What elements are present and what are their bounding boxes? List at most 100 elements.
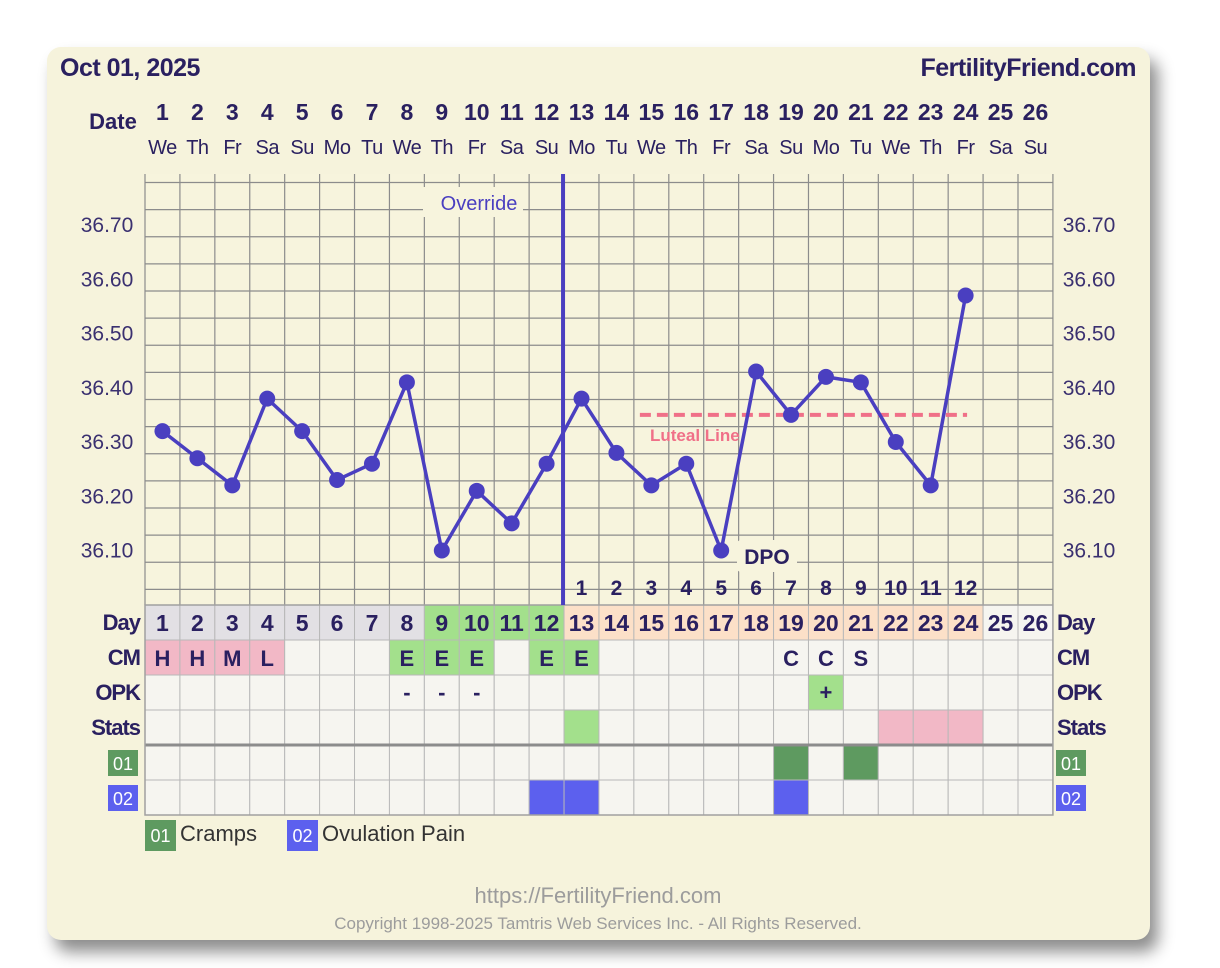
stats-cell [912,709,949,746]
weekday-label: Fr [957,137,976,159]
stats-row-label-right: Stats [1057,715,1107,740]
temperature-point [608,444,625,461]
date-number: 21 [848,99,874,125]
cm-cell [458,639,495,676]
cm-value: M [223,646,241,671]
dpo-label-bg [737,540,797,572]
footer-url: https://FertilityFriend.com [475,883,722,908]
chart-grid [144,174,1054,605]
temperature-point [922,477,939,494]
chart-card: Oct 01, 2025 FertilityFriend.com Date 1 2 3… [47,47,1150,940]
temperature-point [887,434,904,450]
cm-cell [877,639,914,676]
symptom-cell [1017,779,1054,816]
day-number: 23 [918,610,944,636]
dpo-number: 12 [954,577,977,600]
symptom-cell [214,744,251,781]
y-tick-label-right: 36.40 [1063,377,1116,400]
day-number: 6 [331,610,344,636]
cm-cell [842,639,879,676]
symptom-cell [563,744,600,781]
y-tick-label-right: 36.20 [1063,485,1116,508]
symptom-cell [423,779,460,816]
temperature-point [678,455,695,472]
y-tick-label-left: 36.60 [81,268,134,291]
symptom-cell [703,744,740,781]
opk-cell [493,674,530,711]
symptom-cell [633,779,670,816]
symptom-badge-left [108,750,138,776]
cm-cell [249,639,286,676]
stats-cell [354,709,390,746]
temperature-point [748,363,765,380]
day-number: 16 [673,610,699,636]
weekday-label: Fr [712,137,731,159]
symptom-cell [842,779,879,816]
opk-cell [319,674,356,711]
y-tick-label-right: 36.10 [1063,540,1116,563]
weekday-label: Mo [813,137,840,159]
day-number: 24 [953,610,979,636]
cm-cell [354,639,390,676]
symptom-cell [877,744,914,781]
stats-cell [598,709,635,746]
y-tick-label-left: 36.70 [81,214,134,237]
symptom-code: 02 [113,789,133,809]
stats-cell [528,709,565,746]
dpo-number: 3 [645,577,657,600]
symptom-cell [598,779,635,816]
day-number: 1 [156,610,169,636]
symptom-cell [144,744,181,781]
day-number: 7 [366,610,379,636]
legend-label: Cramps [180,821,257,846]
cm-cell [668,639,705,676]
symptom-cell [493,744,530,781]
stats-cell [703,709,740,746]
fertility-chart: Oct 01, 2025 FertilityFriend.com Date 1 2 3… [60,54,1137,933]
stats-cell [633,709,670,746]
cm-cell [947,639,984,676]
day-cell [598,604,635,641]
stats-cell [842,709,879,746]
symptom-cell [842,744,879,781]
date-number: 24 [953,99,979,125]
symptom-badge-right [1056,750,1086,776]
symptom-cell [388,744,425,781]
day-number: 20 [813,610,839,636]
cm-value: C [783,646,799,671]
temperature-point [154,423,171,440]
y-tick-label-left: 36.50 [81,323,134,346]
day-number: 9 [435,610,448,636]
cm-cell [179,639,216,676]
stats-cell [179,709,216,746]
weekday-label: Fr [223,137,242,159]
symptom-cell [668,744,705,781]
weekday-label: Sa [989,137,1014,159]
symptom-badge-left [108,785,138,811]
symptom-cell [179,744,216,781]
date-number: 17 [708,99,734,125]
date-number: 1 [156,99,169,125]
cm-row-label-left: CM [108,645,140,670]
override-label: Override [441,193,518,215]
stats-cell [423,709,460,746]
temperature-point [259,390,276,407]
day-cell [354,604,390,641]
opk-value: - [473,680,480,705]
weekday-label: Su [1024,137,1047,159]
day-number: 14 [604,610,630,636]
weekday-label: Mo [324,137,351,159]
day-number: 4 [261,610,274,636]
symptom-cell [284,779,321,816]
dpo-number: 4 [680,577,692,600]
weekday-label: Tu [361,137,383,159]
date-number: 4 [261,99,274,125]
symptom-cell [319,744,356,781]
y-tick-label-left: 36.10 [81,540,134,563]
cm-value: E [574,646,589,671]
dpo-number: 9 [855,577,867,600]
date-number: 22 [883,99,909,125]
symptom-cell [668,779,705,816]
legend-code: 01 [150,826,170,846]
temperature-point [538,455,555,472]
